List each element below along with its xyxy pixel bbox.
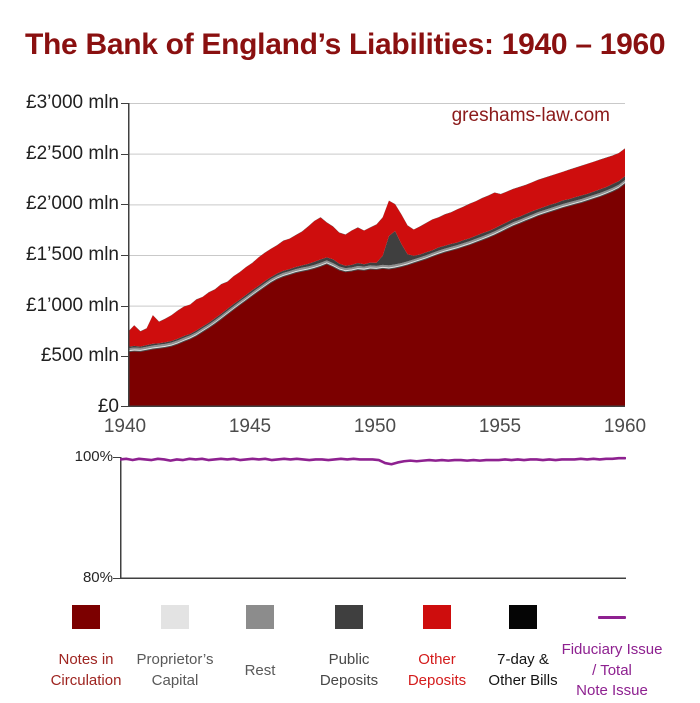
page-title: The Bank of England’s Liabilities: 1940 …: [25, 28, 666, 61]
y-axis-tick: [121, 406, 128, 407]
y-axis-tick: [121, 356, 128, 357]
y-axis-label: £0: [97, 396, 119, 417]
y-axis-tick: [121, 103, 128, 104]
ratio-y-label-80: 80%: [82, 569, 113, 586]
legend-swatch-other-deposits: [423, 605, 451, 629]
legend-label-notes-in-circulation: Notes in Circulation: [50, 651, 122, 689]
y-axis-label: £2’500 mln: [26, 143, 119, 164]
legend-label-proprietors-capital: Proprietor’s Capital: [136, 651, 214, 689]
legend-swatch-public-deposits: [335, 605, 363, 629]
y-axis-label: £1’500 mln: [26, 244, 119, 265]
legend-swatch-notes-in-circulation: [72, 605, 100, 629]
legend-label-7-day-other-bills: 7-day & Other Bills: [488, 651, 558, 689]
legend-label-public-deposits: Public Deposits: [319, 651, 379, 689]
x-axis-label: 1940: [103, 416, 147, 437]
ratio-y-tick: [113, 578, 120, 579]
y-axis-tick: [121, 204, 128, 205]
x-axis-label: 1945: [228, 416, 272, 437]
y-axis-label: £3’000 mln: [26, 92, 119, 113]
legend-swatch-rest: [246, 605, 274, 629]
x-axis-label: 1950: [353, 416, 397, 437]
ratio-y-tick: [113, 457, 120, 458]
legend-label-rest: Rest: [244, 661, 276, 679]
x-axis-label: 1960: [603, 416, 647, 437]
legend-label-other-deposits: Other Deposits: [407, 651, 467, 689]
y-axis-label: £2’000 mln: [26, 193, 119, 214]
legend-label-fiduciary-issue: Fiduciary Issue / Total Note Issue: [561, 640, 663, 700]
y-axis-tick: [121, 306, 128, 307]
y-axis-tick: [121, 255, 128, 256]
y-axis-label: £1’000 mln: [26, 295, 119, 316]
x-axis-label: 1955: [478, 416, 522, 437]
y-axis-label: £500 mln: [40, 345, 119, 366]
legend-swatch-proprietors-capital: [161, 605, 189, 629]
legend-swatch-7-day-other-bills: [509, 605, 537, 629]
watermark: greshams-law.com: [451, 105, 610, 126]
ratio-chart: [120, 456, 626, 579]
main-chart: [128, 103, 626, 407]
legend-swatch-fiduciary-line: [598, 616, 626, 619]
ratio-y-label-100: 100%: [74, 448, 113, 465]
y-axis-tick: [121, 154, 128, 155]
